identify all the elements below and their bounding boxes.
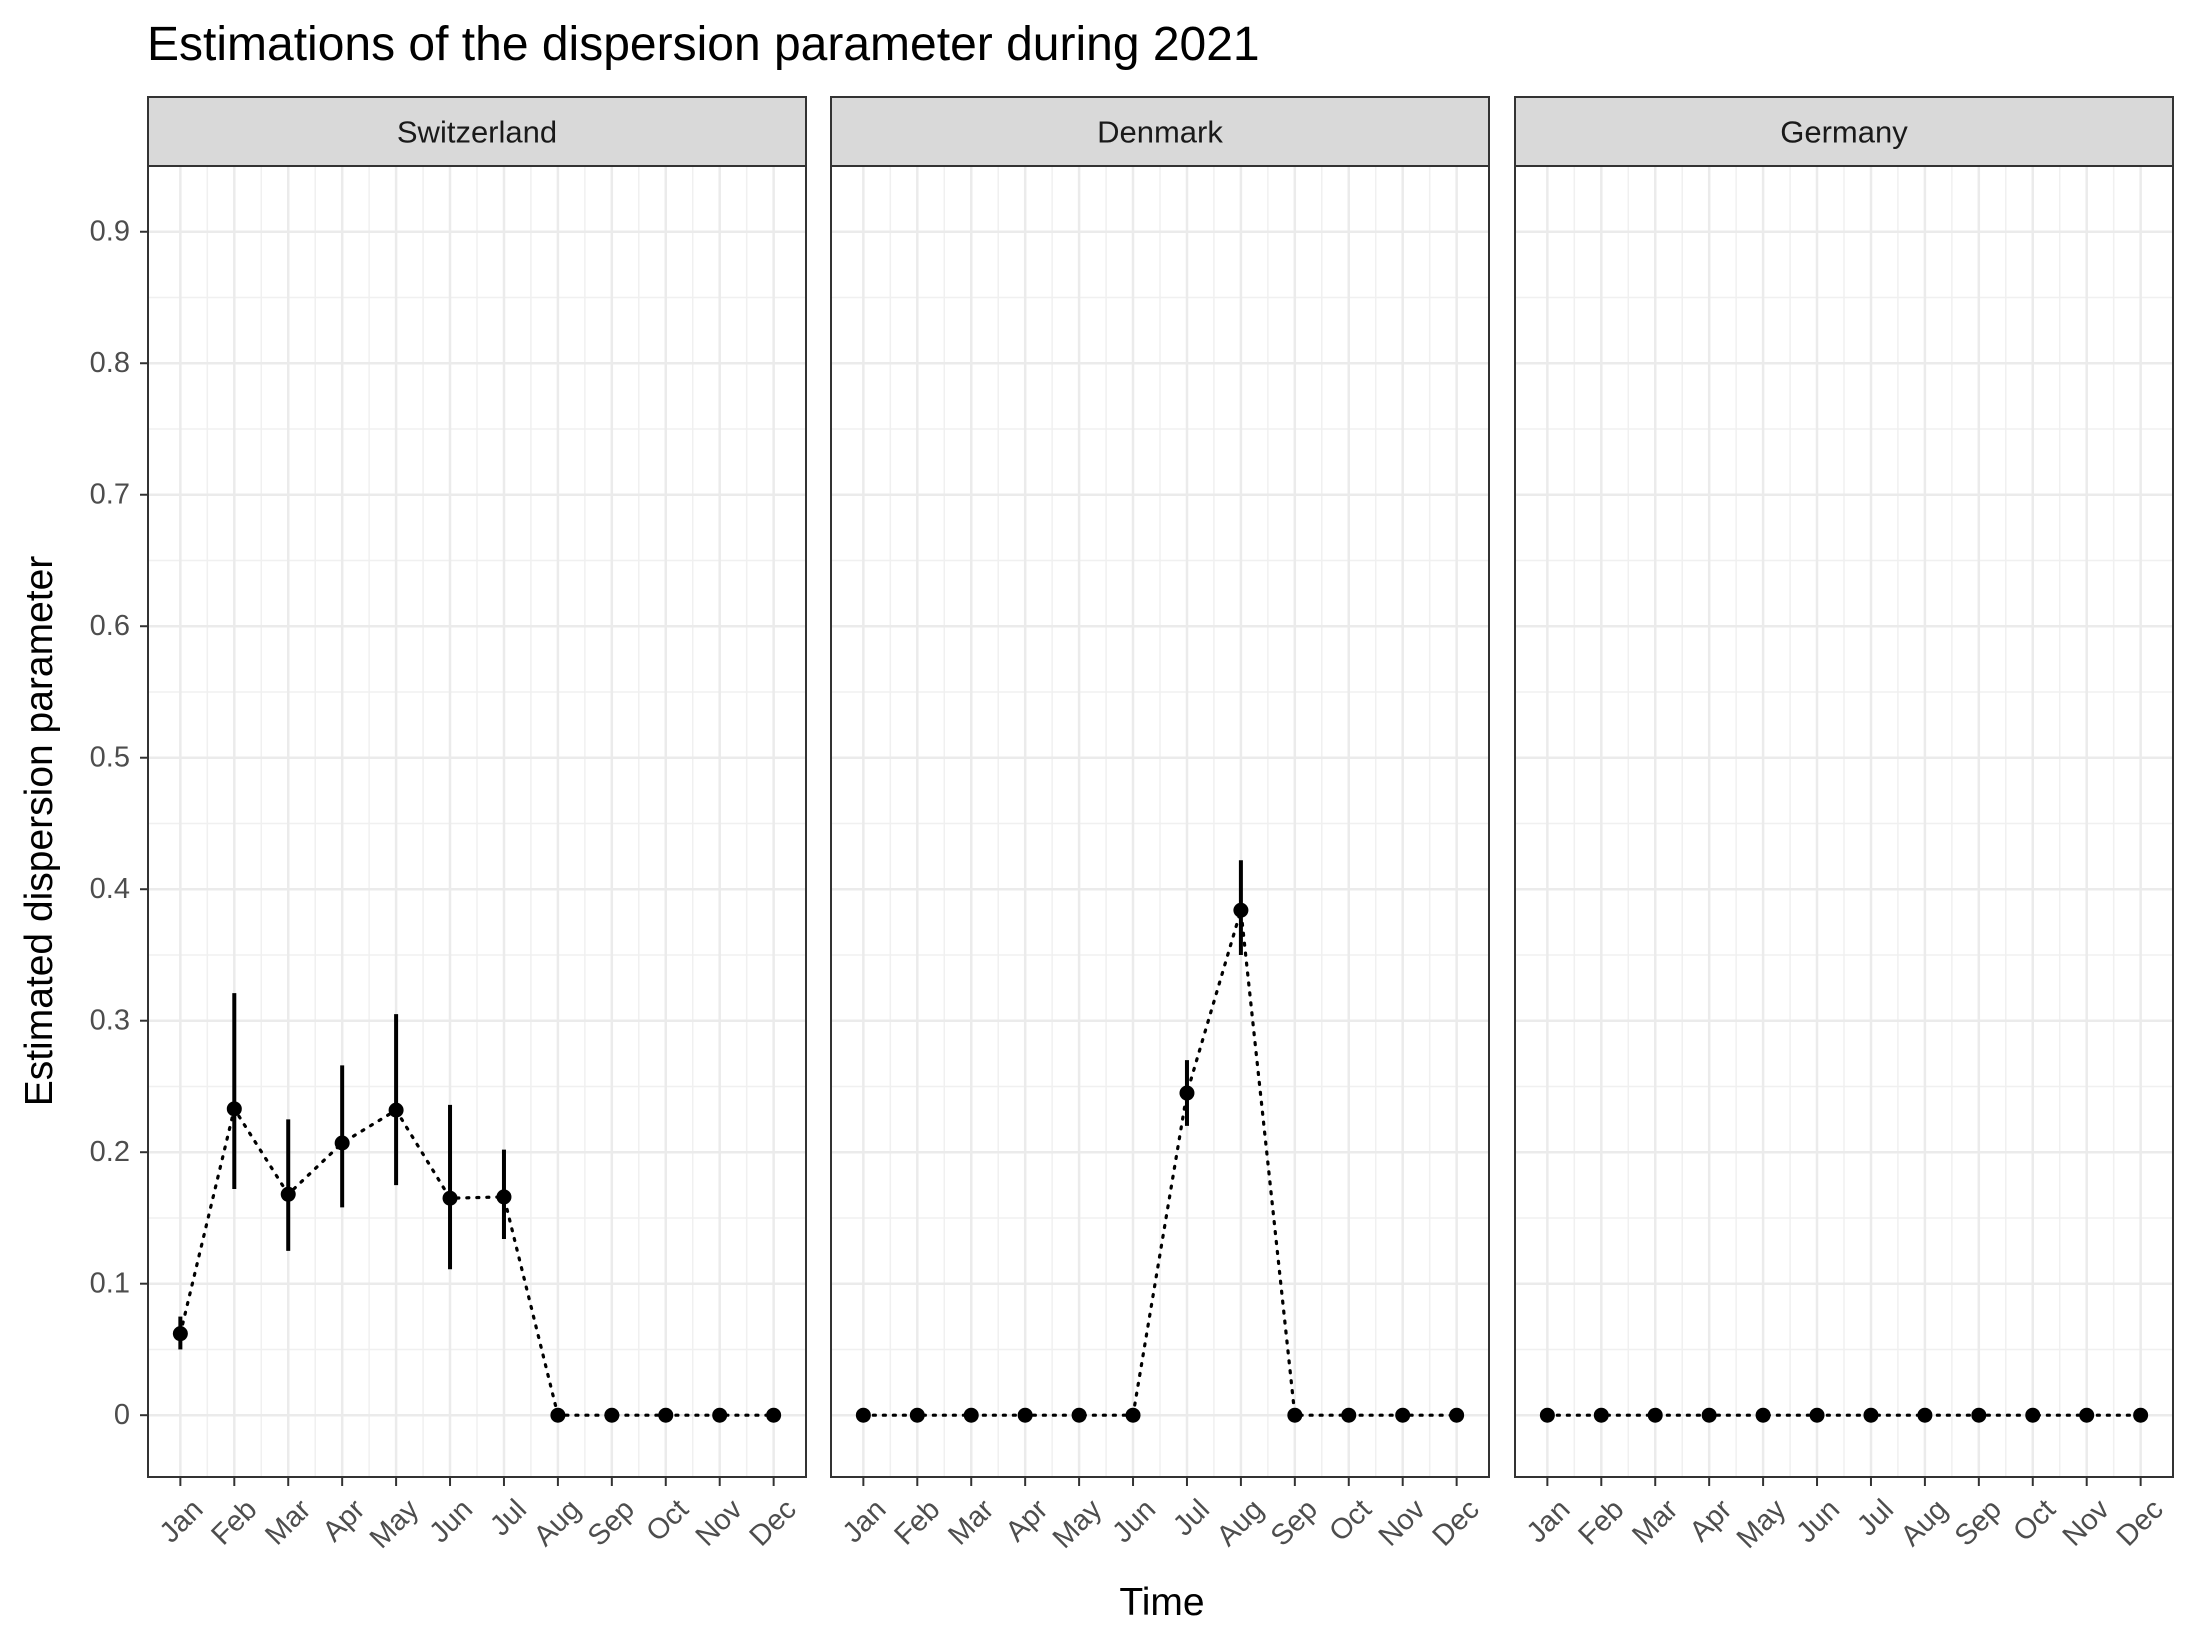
y-tick-label: 0.9 (90, 216, 130, 248)
data-point (1809, 1407, 1825, 1423)
data-point (1593, 1407, 1609, 1423)
data-point (1125, 1407, 1141, 1423)
y-tick-label: 0.7 (90, 479, 130, 511)
facet-strip (1514, 96, 2174, 167)
data-point (1863, 1407, 1879, 1423)
data-point (496, 1189, 512, 1205)
data-point (963, 1407, 979, 1423)
facet-strip (830, 96, 1490, 167)
data-point (1755, 1407, 1771, 1423)
data-point (1287, 1407, 1303, 1423)
data-point (1017, 1407, 1033, 1423)
data-point (1449, 1407, 1465, 1423)
data-point (1971, 1407, 1987, 1423)
facet-strip (147, 96, 807, 167)
data-point (1647, 1407, 1663, 1423)
data-point (226, 1101, 242, 1117)
data-point (172, 1326, 188, 1342)
data-point (2025, 1407, 2041, 1423)
data-point (334, 1135, 350, 1151)
data-point (712, 1407, 728, 1423)
data-point (855, 1407, 871, 1423)
y-axis-label: Estimated dispersion parameter (18, 556, 61, 1107)
y-tick-label: 0.4 (90, 873, 130, 905)
data-point (658, 1407, 674, 1423)
y-tick-label: 0.5 (90, 742, 130, 774)
y-tick-label: 0.1 (90, 1268, 130, 1300)
y-tick-label: 0.2 (90, 1136, 130, 1168)
data-point (1071, 1407, 1087, 1423)
y-tick-label: 0.3 (90, 1005, 130, 1037)
data-point (1701, 1407, 1717, 1423)
data-point (766, 1407, 782, 1423)
series-line-denmark (861, 909, 1459, 1417)
data-point (1233, 902, 1249, 918)
data-point (2079, 1407, 2095, 1423)
facet-strip-label: Germany (1780, 115, 1908, 150)
data-point (1539, 1407, 1555, 1423)
y-tick-label: 0.6 (90, 610, 130, 642)
facet-strip-label: Switzerland (397, 115, 557, 150)
data-point (1917, 1407, 1933, 1423)
data-point (2133, 1407, 2149, 1423)
data-point (280, 1186, 296, 1202)
data-point (909, 1407, 925, 1423)
y-tick-label: 0.8 (90, 347, 130, 379)
data-point (388, 1102, 404, 1118)
data-point (550, 1407, 566, 1423)
series-line-switzerland (178, 1104, 776, 1417)
data-point (604, 1407, 620, 1423)
data-point (1395, 1407, 1411, 1423)
facet-panels: 0 0.1 0.2 0.3 0.4 0.5 0.6 0.7 0.8 0.9 SwitzerlandJ… (90, 96, 2174, 1555)
y-tick-label: 0 (114, 1399, 130, 1431)
facet-strip-label: Denmark (1097, 115, 1223, 150)
x-axis-label: Time (1119, 1581, 1204, 1624)
data-point (1179, 1085, 1195, 1101)
data-point (1341, 1407, 1357, 1423)
chart-title: Estimations of the dispersion parameter … (147, 18, 1260, 71)
data-point (442, 1190, 458, 1206)
